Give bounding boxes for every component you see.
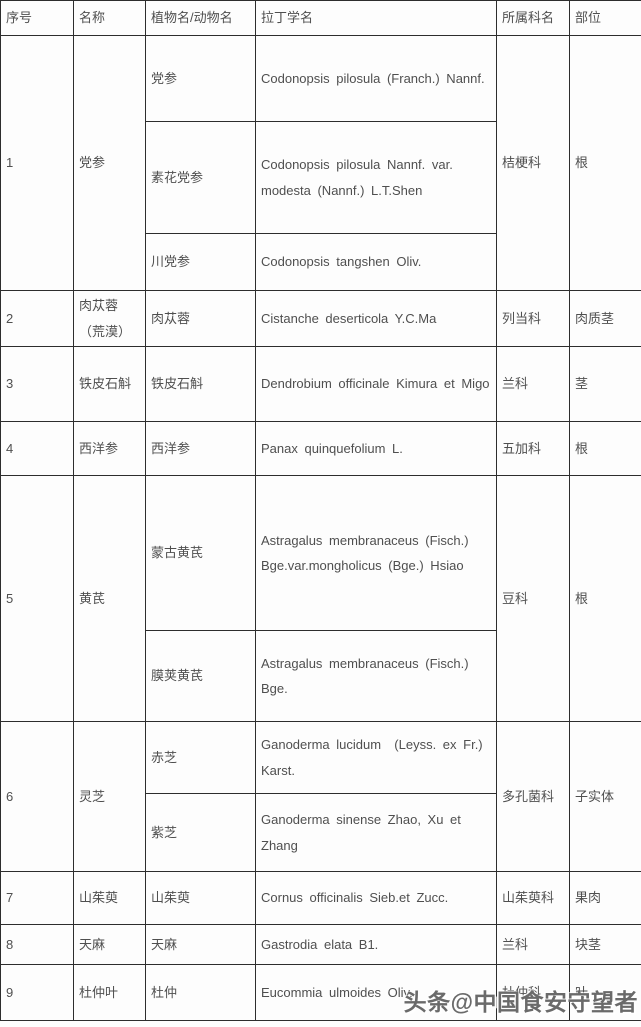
cell-plant: 紫芝 [145,793,256,872]
cell-plant: 肉苁蓉 [145,290,256,347]
cell-latin: Codonopsis tangshen Oliv. [255,233,497,291]
table-row: 4 西洋参 西洋参 Panax quinquefolium L. 五加科 根 [0,421,641,476]
table-subrow: 膜荚黄芪 Astragalus membranaceus (Fisch.) Bg… [1,630,641,722]
cell-part: 果肉 [569,871,641,925]
cell-no: 6 [0,721,74,872]
cell-part: 肉质茎 [569,290,641,347]
cell-name: 杜仲叶 [73,964,146,1021]
cell-family: 五加科 [496,421,570,476]
cell-no: 1 [0,35,74,291]
cell-plant: 蒙古黄芪 [145,475,256,631]
cell-part: 块茎 [569,924,641,965]
cell-part: 根 [569,475,641,722]
cell-plant: 素花党参 [145,121,256,234]
table-row: 9 杜仲叶 杜仲 Eucommia ulmoides Oliv. 杜仲科 叶 [0,964,641,1021]
table-subrow: 素花党参 Codonopsis pilosula Nannf. var. mod… [1,121,641,234]
cell-plant: 铁皮石斛 [145,346,256,422]
cell-family: 豆科 [496,475,570,722]
cell-latin: Eucommia ulmoides Oliv. [255,964,497,1021]
cell-plant: 膜荚黄芪 [145,630,256,722]
cell-plant: 赤芝 [145,721,256,794]
cell-no: 9 [0,964,74,1021]
cell-name: 西洋参 [73,421,146,476]
cell-part: 根 [569,421,641,476]
table-row: 7 山茱萸 山茱萸 Cornus officinalis Sieb.et Zuc… [0,871,641,925]
table-row: 3 铁皮石斛 铁皮石斛 Dendrobium officinale Kimura… [0,346,641,422]
cell-family: 多孔菌科 [496,721,570,872]
cell-name: 黄芪 [73,475,146,722]
cell-no: 2 [0,290,74,347]
cell-no: 4 [0,421,74,476]
col-header-name: 名称 [73,0,146,36]
cell-family: 杜仲科 [496,964,570,1021]
cell-name: 铁皮石斛 [73,346,146,422]
cell-plant: 党参 [145,35,256,122]
table-subrow: 紫芝 Ganoderma sinense Zhao, Xu et Zhang [1,793,641,872]
cell-name: 肉苁蓉（荒漠） [73,290,146,347]
cell-family: 桔梗科 [496,35,570,291]
cell-plant: 杜仲 [145,964,256,1021]
cell-latin: Ganoderma sinense Zhao, Xu et Zhang [255,793,497,872]
cell-plant: 天麻 [145,924,256,965]
col-header-family: 所属科名 [496,0,570,36]
cell-family: 兰科 [496,924,570,965]
cell-plant: 西洋参 [145,421,256,476]
cell-no: 8 [0,924,74,965]
cell-part: 叶 [569,964,641,1021]
col-header-part: 部位 [569,0,641,36]
cell-latin: Ganoderma lucidum (Leyss. ex Fr.) Karst. [255,721,497,794]
cell-latin: Panax quinquefolium L. [255,421,497,476]
cell-latin: Codonopsis pilosula Nannf. var. modesta … [255,121,497,234]
cell-part: 茎 [569,346,641,422]
cell-plant: 山茱萸 [145,871,256,925]
cell-latin: Astragalus membranaceus (Fisch.) Bge.var… [255,475,497,631]
cell-name: 党参 [73,35,146,291]
cell-name: 灵芝 [73,721,146,872]
table-row: 6 灵芝 赤芝 Ganoderma lucidum (Leyss. ex Fr.… [0,721,641,872]
cell-part: 根 [569,35,641,291]
cell-latin: Codonopsis pilosula (Franch.) Nannf. [255,35,497,122]
table-row: 8 天麻 天麻 Gastrodia elata B1. 兰科 块茎 [0,924,641,965]
cell-latin: Dendrobium officinale Kimura et Migo [255,346,497,422]
cell-family: 山茱萸科 [496,871,570,925]
cell-part: 子实体 [569,721,641,872]
cell-name: 天麻 [73,924,146,965]
cell-family: 列当科 [496,290,570,347]
cell-plant: 川党参 [145,233,256,291]
col-header-plant-name: 植物名/动物名 [145,0,256,36]
cell-latin: Astragalus membranaceus (Fisch.) Bge. [255,630,497,722]
cell-family: 兰科 [496,346,570,422]
table-row: 1 党参 党参 Codonopsis pilosula (Franch.) Na… [0,35,641,291]
col-header-no: 序号 [0,0,74,36]
cell-name: 山茱萸 [73,871,146,925]
cell-latin: Gastrodia elata B1. [255,924,497,965]
col-header-latin-name: 拉丁学名 [255,0,497,36]
table-row: 2 肉苁蓉（荒漠） 肉苁蓉 Cistanche deserticola Y.C.… [0,290,641,347]
table-header-row: 序号 名称 植物名/动物名 拉丁学名 所属科名 部位 [0,0,641,36]
table-row: 5 黄芪 蒙古黄芪 Astragalus membranaceus (Fisch… [0,475,641,722]
cell-no: 3 [0,346,74,422]
cell-latin: Cornus officinalis Sieb.et Zucc. [255,871,497,925]
cell-no: 7 [0,871,74,925]
cell-no: 5 [0,475,74,722]
cell-latin: Cistanche deserticola Y.C.Ma [255,290,497,347]
